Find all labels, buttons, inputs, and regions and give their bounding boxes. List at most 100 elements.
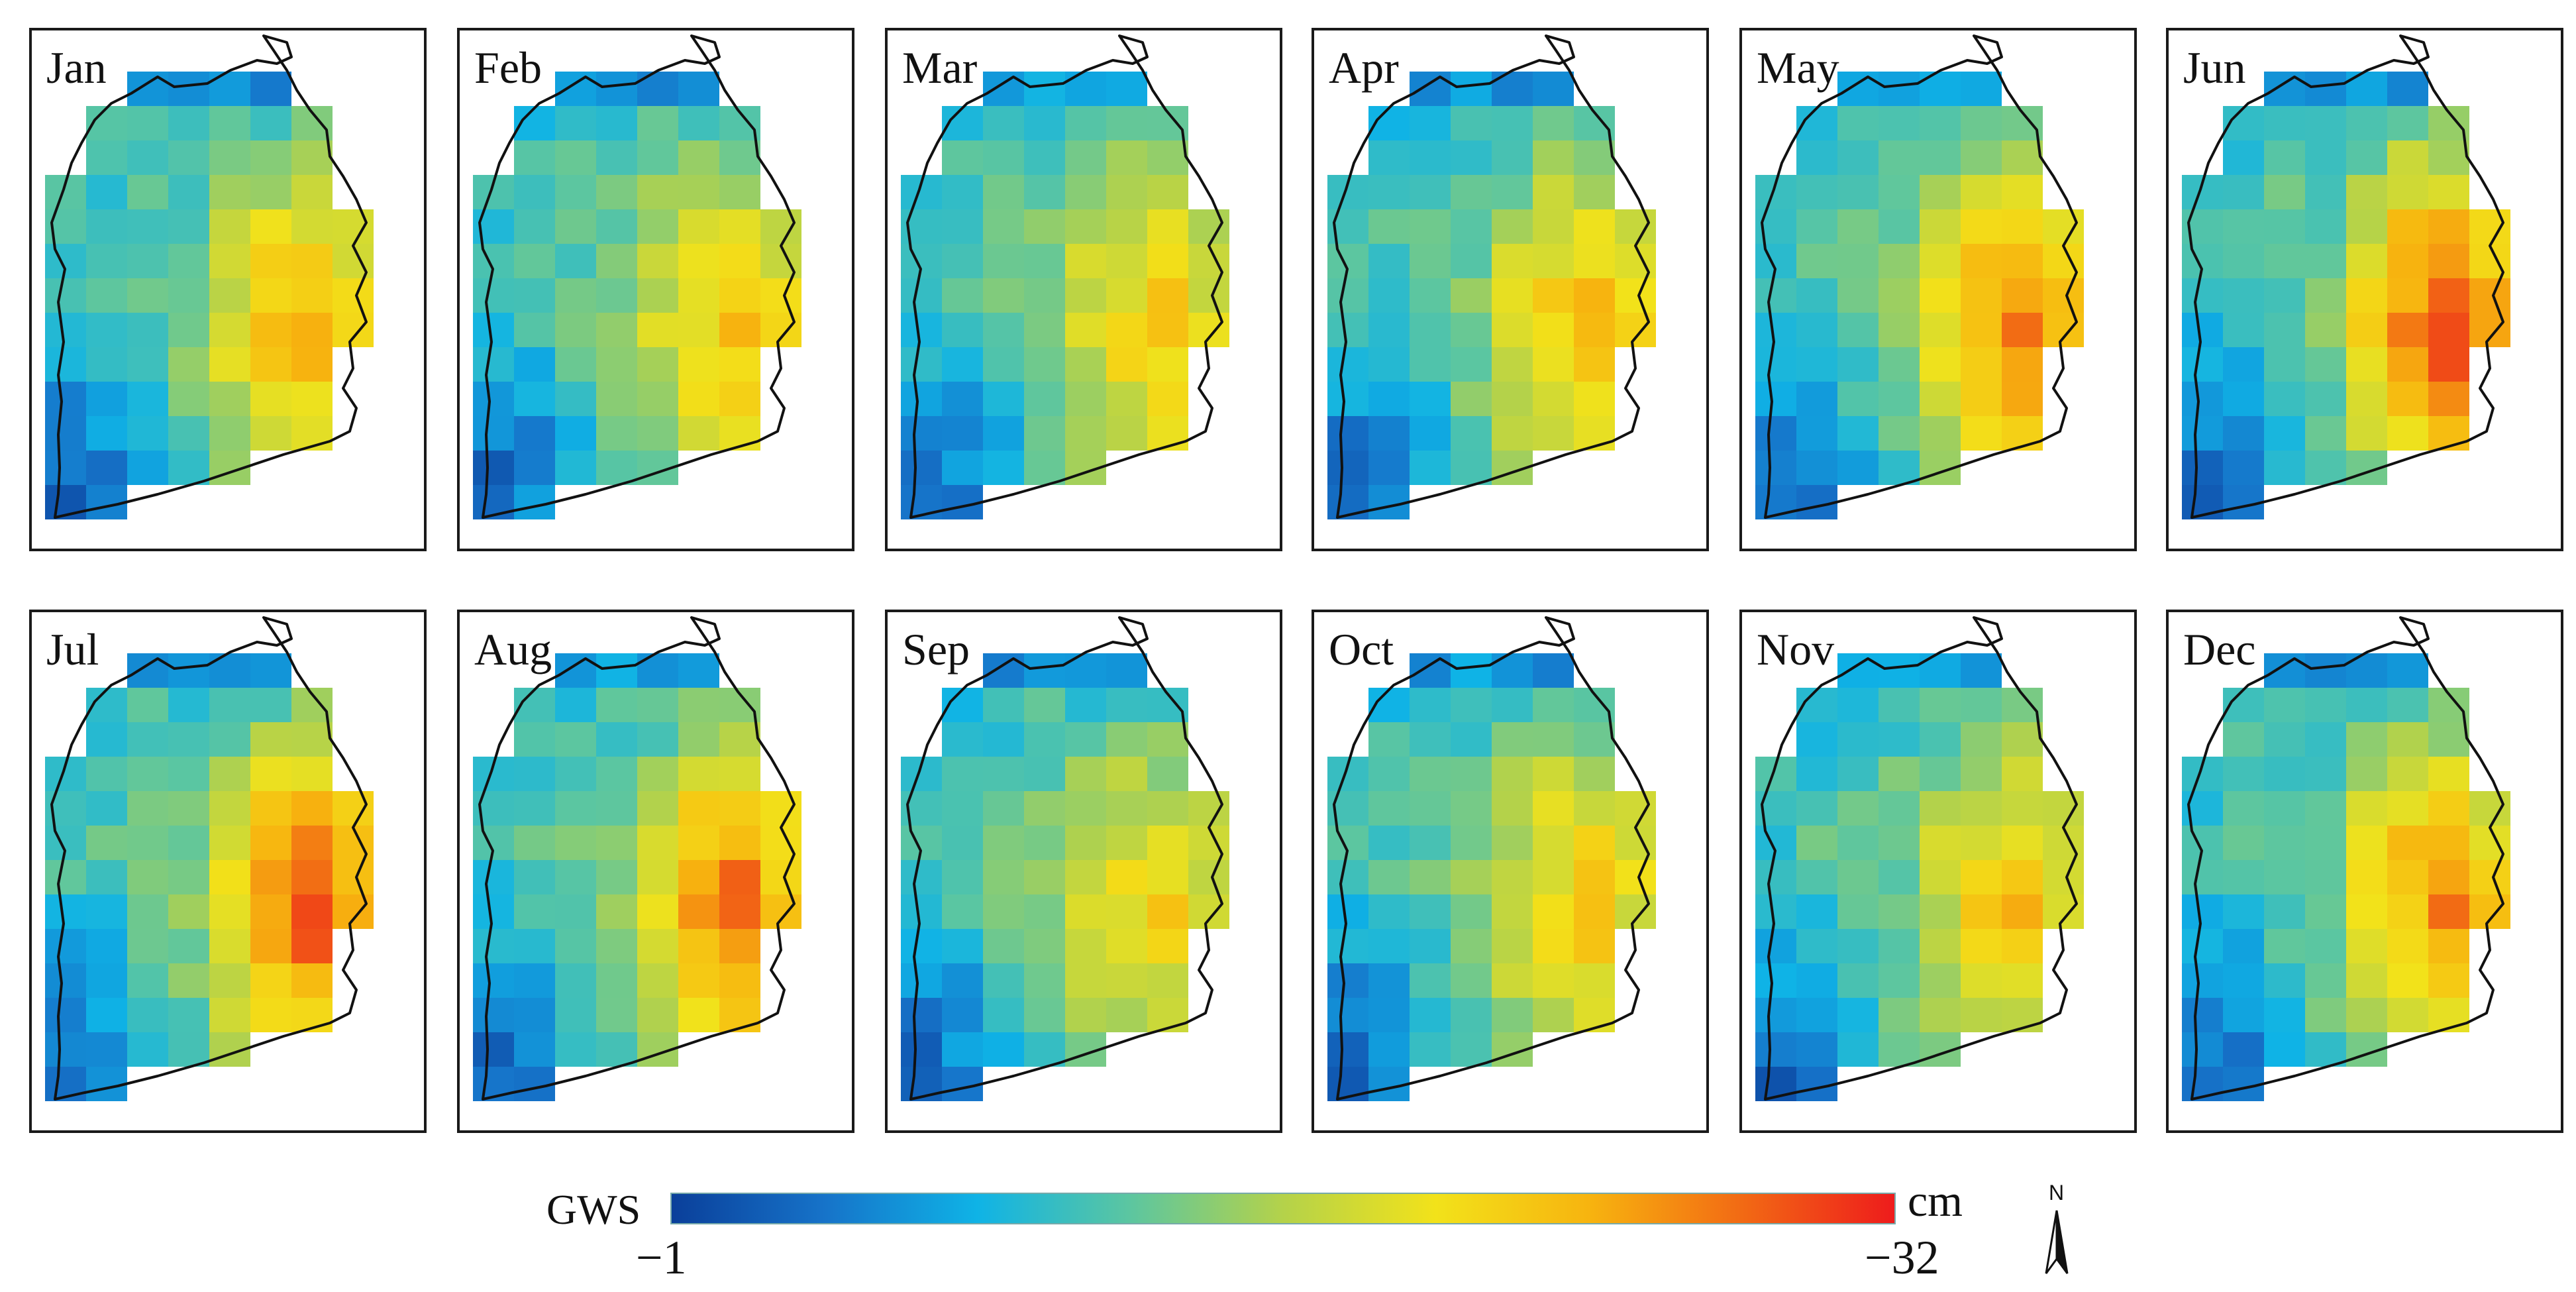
gws-grid-cell [2043, 244, 2084, 278]
gws-grid-cell [1368, 757, 1410, 791]
gws-grid-cell [555, 244, 596, 278]
gws-grid-cell [1533, 963, 1574, 998]
gws-grid-cell [127, 860, 168, 894]
gws-grid-cell [1368, 209, 1410, 244]
gws-grid-cell [1024, 382, 1065, 416]
gws-grid-cell [2043, 278, 2084, 313]
gws-grid-cell [1368, 894, 1410, 929]
gws-grid-cell [1024, 278, 1065, 313]
gws-grid-cell [86, 998, 127, 1032]
gws-grid-cell [637, 653, 678, 688]
gws-grid-cell [1106, 894, 1147, 929]
gws-grid-cell [1451, 313, 1492, 347]
gws-grid-cell [760, 894, 801, 929]
gws-grid-cell [168, 382, 209, 416]
gws-grid-cell [127, 963, 168, 998]
gws-grid-cell [2264, 313, 2305, 347]
gws-grid-cell [2182, 929, 2223, 963]
gws-grid-cell [1837, 451, 1879, 485]
gws-grid-cell [1961, 278, 2002, 313]
gws-grid-cell [1755, 1067, 1796, 1101]
gws-grid-cell [86, 313, 127, 347]
gws-grid-cell [2346, 244, 2387, 278]
gws-grid-cell [678, 894, 719, 929]
legend-max-label: −32 [1865, 1231, 1939, 1284]
gws-grid-cell [1920, 894, 1961, 929]
gws-grid-cell [678, 209, 719, 244]
gws-grid-cell [2223, 451, 2264, 485]
gws-grid-cell [473, 416, 514, 451]
gws-grid-cell [719, 416, 760, 451]
gws-grid-cell [1920, 244, 1961, 278]
gws-grid-cell [1961, 313, 2002, 347]
gws-grid-cell [719, 757, 760, 791]
gws-grid-cell [2387, 382, 2428, 416]
gws-grid-cell [168, 757, 209, 791]
gws-grid-cell [2305, 244, 2346, 278]
gws-grid-cell [2264, 209, 2305, 244]
gws-grid-cell [942, 244, 983, 278]
gws-grid-cell [1837, 416, 1879, 451]
gws-grid-cell [1065, 106, 1106, 140]
gws-grid-cell [2182, 826, 2223, 860]
gws-grid-cell [127, 140, 168, 175]
gws-grid-cell [942, 860, 983, 894]
gws-grid-cell [2346, 860, 2387, 894]
gws-grid-cell [168, 998, 209, 1032]
gws-grid-cell [596, 1032, 637, 1067]
gws-grid-cell [1368, 860, 1410, 894]
region-boundary [478, 34, 796, 519]
gws-grid-cell [209, 382, 250, 416]
gws-grid-cell [1755, 963, 1796, 998]
gws-grid-cell [291, 757, 333, 791]
gws-grid-cell [473, 894, 514, 929]
gws-grid-cell [2043, 791, 2084, 826]
gws-grid-cell [678, 106, 719, 140]
gws-grid-cell [1837, 1032, 1879, 1067]
gws-grid-cell [678, 929, 719, 963]
gws-grid-cell [291, 791, 333, 826]
gws-grid-cell [2264, 688, 2305, 722]
gws-grid-cell [1065, 175, 1106, 209]
gws-grid-cell [596, 963, 637, 998]
north-arrow-icon [2045, 1210, 2069, 1274]
gws-grid-cell [473, 451, 514, 485]
gws-grid-cell [250, 347, 291, 382]
gws-grid-cell [1368, 175, 1410, 209]
legend-variable-label: GWS [546, 1186, 641, 1233]
gws-grid-cell [2428, 347, 2469, 382]
gws-grid-cell [1106, 416, 1147, 451]
gws-grid-cell [1451, 72, 1492, 106]
map-panel-aug: Aug [457, 610, 854, 1133]
gws-grid-cell [291, 278, 333, 313]
gws-grid-cell [637, 757, 678, 791]
gws-map [901, 616, 1229, 1101]
gws-grid-cell [250, 72, 291, 106]
gws-grid-cell [1327, 1067, 1368, 1101]
gws-grid-cell [250, 382, 291, 416]
gws-grid-cell [209, 140, 250, 175]
gws-grid-cell [250, 244, 291, 278]
gws-grid-cell [1533, 826, 1574, 860]
colorbar [670, 1193, 1896, 1224]
gws-grid-cell [637, 313, 678, 347]
gws-grid-cell [1533, 791, 1574, 826]
gws-grid-cell [942, 929, 983, 963]
gws-map [1755, 34, 2084, 519]
gws-grid-cell [1065, 929, 1106, 963]
gws-grid-cell [901, 826, 942, 860]
gws-grid-cell [596, 244, 637, 278]
gws-grid-cell [1410, 894, 1451, 929]
gws-grid-cell [942, 826, 983, 860]
gws-grid-cell [1368, 826, 1410, 860]
gws-grid-cell [333, 860, 374, 894]
gws-grid-cell [1879, 278, 1920, 313]
gws-map [1755, 616, 2084, 1101]
gws-grid-cell [555, 106, 596, 140]
gws-grid-cell [2305, 278, 2346, 313]
gws-grid-cell [942, 416, 983, 451]
gws-map [473, 616, 801, 1101]
gws-grid-cell [760, 791, 801, 826]
gws-grid-cell [1065, 860, 1106, 894]
gws-grid-cell [45, 860, 86, 894]
